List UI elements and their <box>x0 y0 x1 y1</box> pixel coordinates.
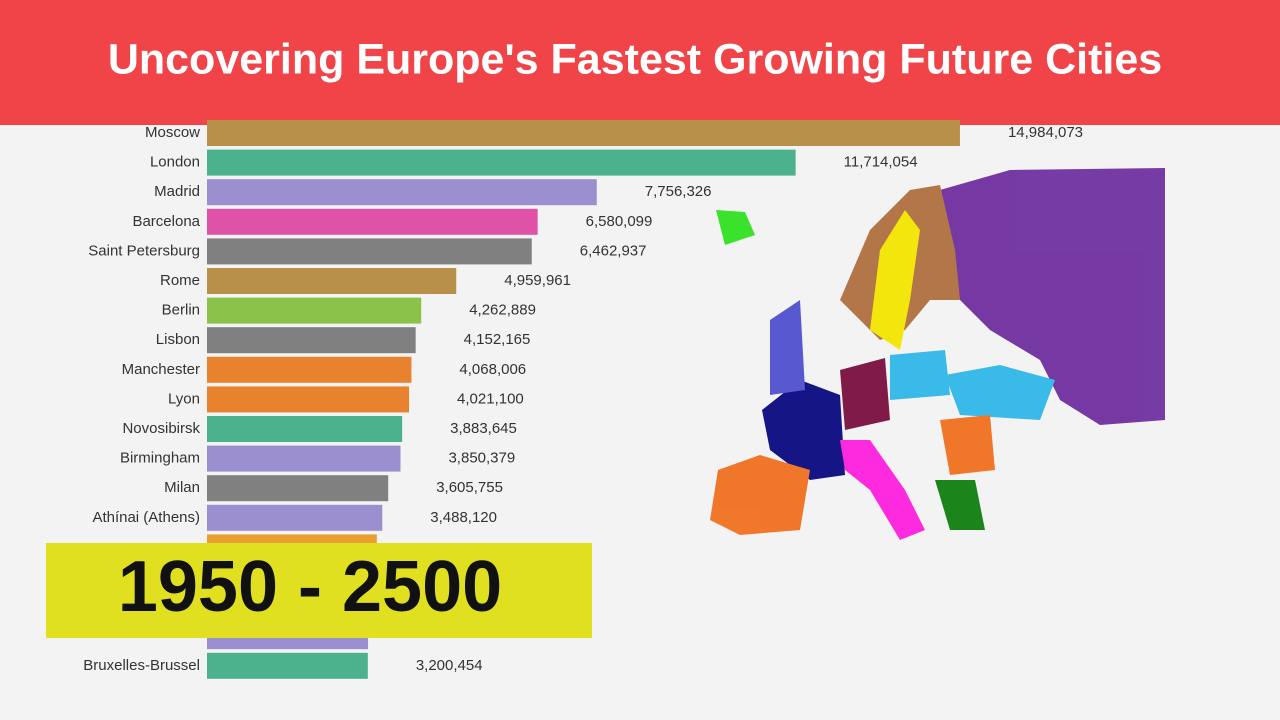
value-label: 7,756,326 <box>645 183 712 200</box>
category-label: Barcelona <box>132 213 200 230</box>
value-label: 11,714,054 <box>844 154 918 171</box>
value-label: 6,462,937 <box>580 242 647 259</box>
bar <box>207 297 422 324</box>
value-label: 6,580,099 <box>586 213 653 230</box>
category-label: Lisbon <box>156 331 200 348</box>
map-region <box>940 168 1165 425</box>
bar <box>207 416 403 442</box>
bar <box>207 504 383 531</box>
bar <box>207 652 368 679</box>
bar <box>207 179 597 206</box>
map-region <box>935 480 985 530</box>
map-region <box>870 210 920 350</box>
value-label: 4,152,165 <box>464 331 531 348</box>
year-range: 1950 - 2500 <box>118 547 502 627</box>
map-region <box>762 380 845 480</box>
title: Uncovering Europe's Fastest Growing Futu… <box>108 35 1162 83</box>
category-label: Milan <box>164 479 200 496</box>
year-overlay <box>46 543 592 638</box>
map-region <box>716 210 755 245</box>
value-label: 4,959,961 <box>504 272 571 289</box>
bar <box>207 208 538 235</box>
category-label: Moscow <box>145 124 200 141</box>
bar <box>207 120 960 146</box>
value-label: 3,883,645 <box>450 420 517 437</box>
category-label: Rome <box>160 272 200 289</box>
bar <box>207 238 532 265</box>
category-label: Novosibirsk <box>122 420 200 437</box>
value-label: 4,021,100 <box>457 390 524 407</box>
category-label: Birmingham <box>120 450 200 467</box>
bar <box>207 356 412 383</box>
category-label: Athínai (Athens) <box>92 509 200 526</box>
map-region <box>940 415 995 475</box>
map <box>710 168 1165 540</box>
title-banner <box>0 0 1280 125</box>
bar <box>207 149 796 176</box>
category-label: Bruxelles-Brussel <box>83 657 200 674</box>
map-region <box>945 365 1055 420</box>
value-label: 3,200,454 <box>416 657 483 674</box>
value-label: 4,262,889 <box>469 302 536 319</box>
map-region <box>840 358 890 430</box>
category-label: Madrid <box>154 183 200 200</box>
bar <box>207 386 410 413</box>
category-label: London <box>150 154 200 171</box>
value-label: 4,068,006 <box>459 361 526 378</box>
map-region <box>710 455 810 535</box>
map-region <box>770 300 805 395</box>
category-label: Saint Petersburg <box>88 242 200 259</box>
bar <box>207 445 401 472</box>
value-label: 3,605,755 <box>436 479 503 496</box>
bar <box>207 327 416 354</box>
value-label: 3,850,379 <box>448 450 515 467</box>
value-label: 14,984,073 <box>1008 124 1083 141</box>
value-label: 3,488,120 <box>430 509 497 526</box>
category-label: Berlin <box>162 302 200 319</box>
bar <box>207 475 389 502</box>
map-region <box>840 440 925 540</box>
category-label: Lyon <box>168 390 200 407</box>
category-label: Manchester <box>122 361 200 378</box>
bar <box>207 268 457 294</box>
map-region <box>890 350 950 400</box>
